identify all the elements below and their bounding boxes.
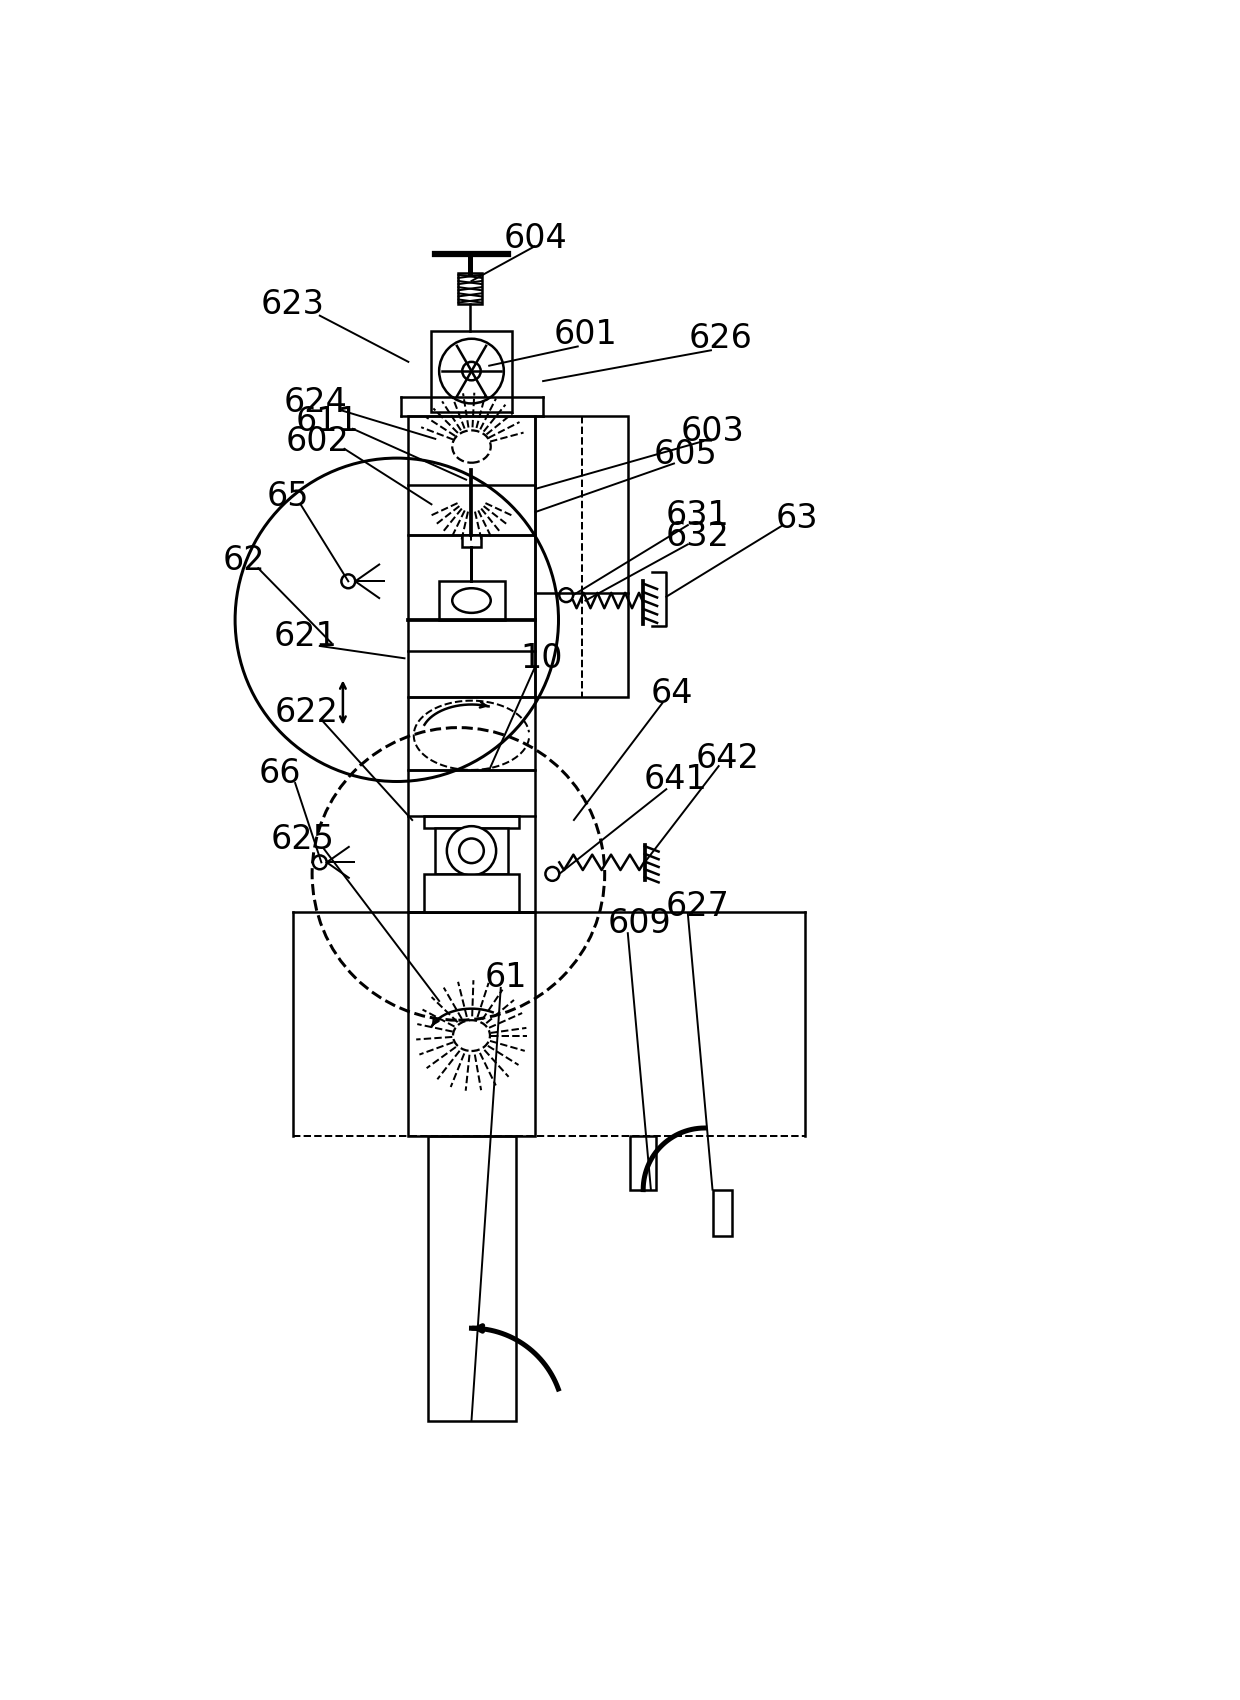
Text: 602: 602 xyxy=(285,425,350,457)
Bar xyxy=(408,536,536,697)
Text: 66: 66 xyxy=(258,756,301,790)
Text: 623: 623 xyxy=(260,287,325,321)
Text: 621: 621 xyxy=(274,620,337,653)
Circle shape xyxy=(463,362,481,381)
Text: 624: 624 xyxy=(284,386,348,420)
Text: 622: 622 xyxy=(275,695,339,729)
Bar xyxy=(428,1136,516,1421)
Text: 632: 632 xyxy=(665,520,729,553)
Text: 631: 631 xyxy=(665,500,729,532)
Circle shape xyxy=(312,855,326,869)
Circle shape xyxy=(459,838,484,864)
Text: 625: 625 xyxy=(270,823,335,855)
Bar xyxy=(408,416,536,536)
Bar xyxy=(463,536,481,547)
Bar xyxy=(630,1136,656,1190)
Bar xyxy=(408,913,536,1136)
Bar xyxy=(459,274,481,304)
Text: 601: 601 xyxy=(553,318,618,352)
Circle shape xyxy=(341,575,355,588)
Bar xyxy=(432,332,512,411)
Text: 10: 10 xyxy=(521,643,563,675)
Text: 61: 61 xyxy=(485,962,527,994)
Text: 64: 64 xyxy=(651,677,693,711)
Bar xyxy=(408,770,536,913)
Bar xyxy=(424,816,520,828)
Circle shape xyxy=(546,867,559,881)
Text: 604: 604 xyxy=(503,223,567,255)
Bar xyxy=(424,874,520,913)
Text: 627: 627 xyxy=(665,889,729,923)
Bar xyxy=(439,581,505,620)
Bar xyxy=(536,416,627,697)
Bar xyxy=(713,1190,732,1236)
Circle shape xyxy=(446,826,496,876)
Text: 603: 603 xyxy=(681,415,744,447)
Bar xyxy=(408,697,536,770)
Text: 605: 605 xyxy=(653,439,718,471)
Bar xyxy=(435,828,507,874)
Circle shape xyxy=(559,588,573,602)
Text: 609: 609 xyxy=(608,908,671,940)
Text: 626: 626 xyxy=(688,323,753,355)
Text: 641: 641 xyxy=(644,763,707,797)
Text: 611: 611 xyxy=(295,405,360,439)
Text: 642: 642 xyxy=(696,741,760,775)
Circle shape xyxy=(439,338,503,403)
Text: 65: 65 xyxy=(267,479,309,513)
Text: 63: 63 xyxy=(776,502,818,536)
Text: 62: 62 xyxy=(223,544,265,576)
